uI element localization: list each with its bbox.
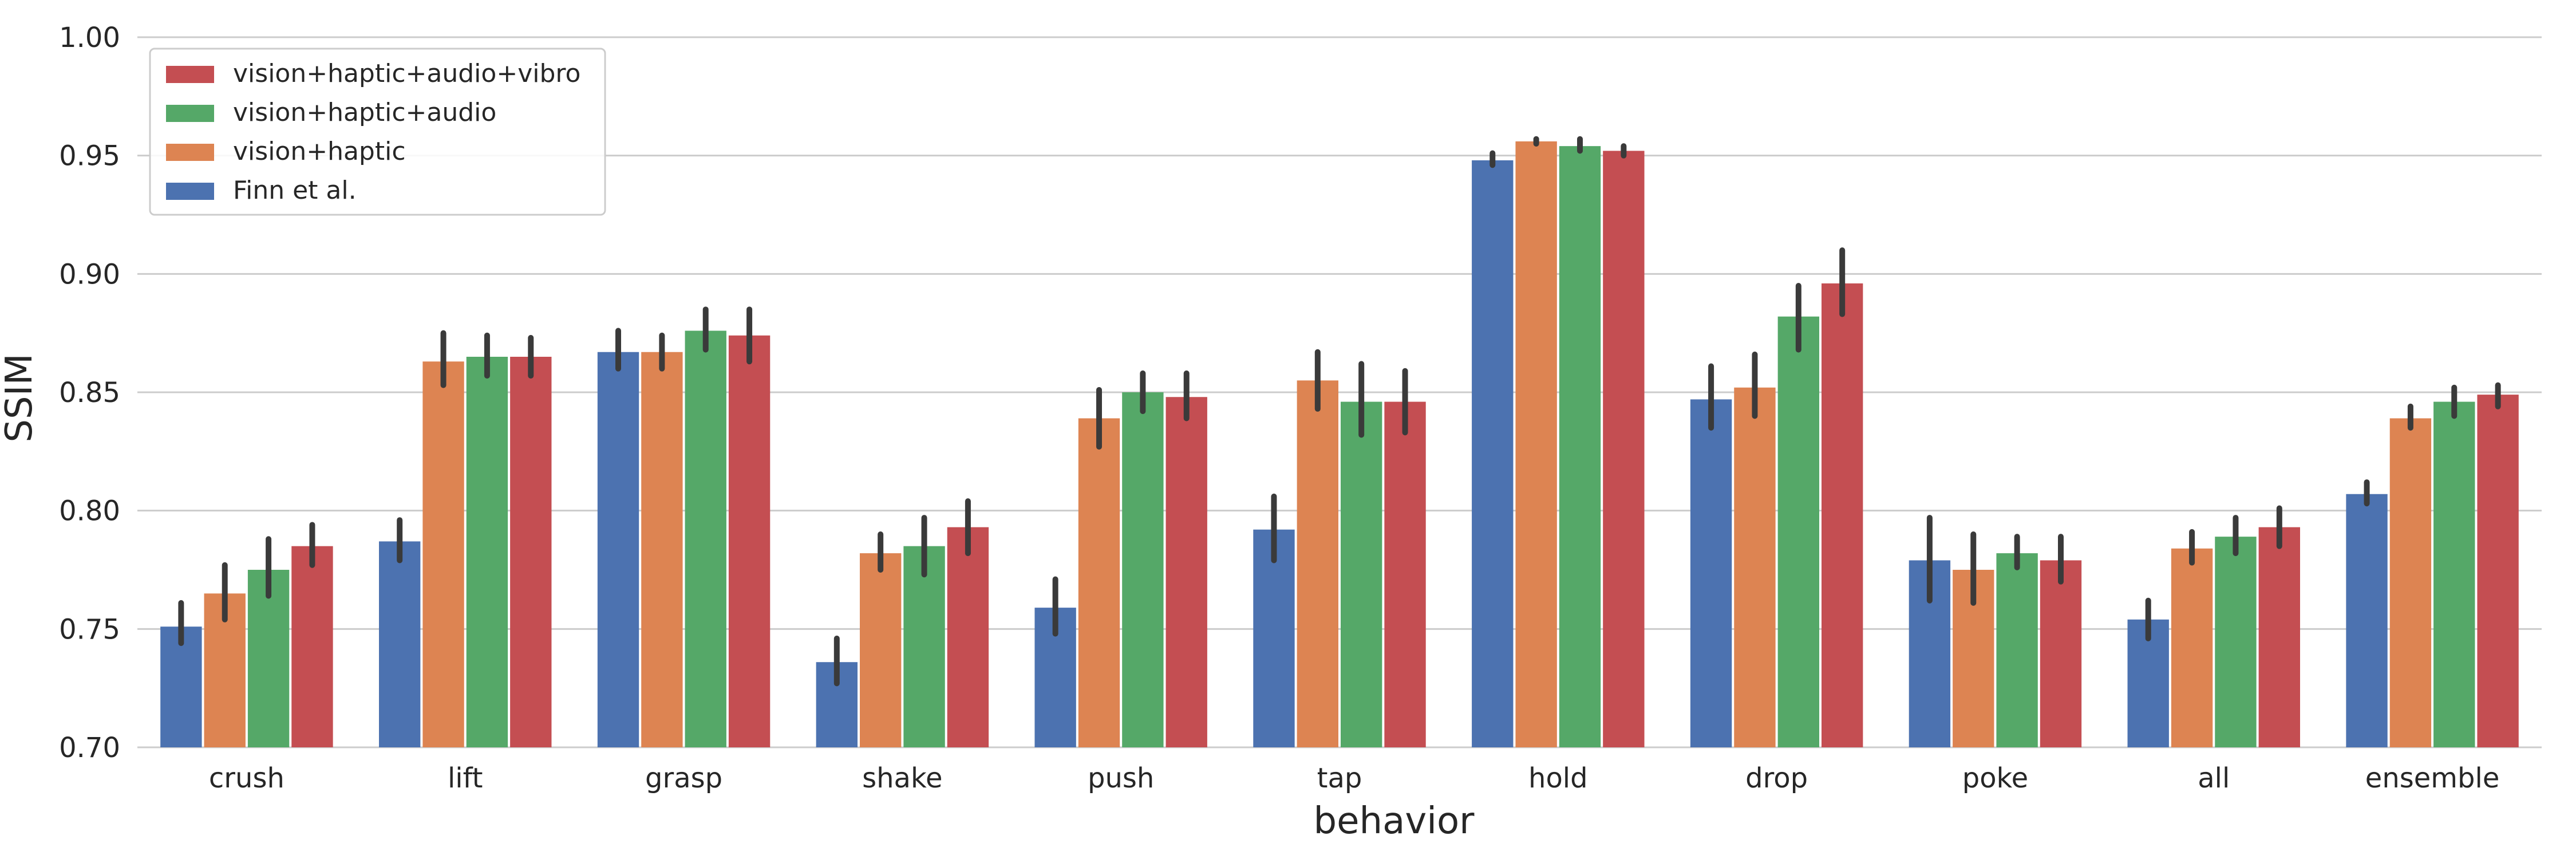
bar-all-vision-haptic	[2171, 548, 2213, 747]
bars	[160, 141, 2519, 748]
bar-ensemble-vision-haptic-audio-vibro	[2477, 395, 2519, 747]
bar-drop-vision-haptic	[1734, 387, 1776, 747]
bar-drop-finn-et-al-	[1690, 399, 1732, 747]
bar-crush-finn-et-al-	[160, 626, 202, 747]
y-tick-label: 0.70	[59, 732, 120, 764]
bar-push-vision-haptic-audio-vibro	[1165, 397, 1207, 747]
bar-hold-vision-haptic	[1515, 141, 1557, 747]
legend-label: Finn et al.	[233, 176, 357, 205]
bar-tap-finn-et-al-	[1253, 529, 1295, 747]
y-tick-label: 0.90	[59, 258, 120, 290]
y-tick-label: 0.85	[59, 377, 120, 409]
bar-hold-vision-haptic-audio	[1559, 146, 1601, 748]
bar-drop-vision-haptic-audio-vibro	[1822, 283, 1863, 747]
bar-grasp-vision-haptic	[641, 352, 683, 747]
y-tick-label: 1.00	[59, 22, 120, 54]
bar-lift-vision-haptic-audio	[466, 357, 508, 747]
bar-poke-vision-haptic-audio-vibro	[2040, 560, 2082, 747]
bar-shake-vision-haptic-audio-vibro	[947, 527, 989, 747]
bar-grasp-vision-haptic-audio	[685, 330, 726, 747]
bar-tap-vision-haptic	[1297, 380, 1338, 747]
y-tick-label: 0.75	[59, 613, 120, 645]
legend-swatch	[166, 105, 214, 122]
bar-lift-finn-et-al-	[379, 541, 421, 747]
bar-crush-vision-haptic-audio	[247, 570, 290, 747]
x-axis-title: behavior	[1314, 800, 1475, 842]
bar-all-vision-haptic-audio-vibro	[2258, 527, 2300, 747]
bar-tap-vision-haptic-audio-vibro	[1384, 401, 1426, 747]
legend-swatch	[166, 183, 214, 200]
legend: vision+haptic+audio+vibro vision+haptic+a…	[149, 48, 606, 216]
legend-frame	[149, 48, 606, 216]
y-axis-title: SSIM	[0, 353, 41, 442]
x-tick-label: shake	[862, 762, 942, 794]
bar-all-vision-haptic-audio	[2215, 537, 2257, 747]
x-tick-label: tap	[1317, 762, 1362, 794]
bar-shake-vision-haptic	[860, 553, 902, 747]
error-bars	[178, 136, 2501, 687]
x-tick-label: hold	[1528, 762, 1588, 794]
bar-grasp-finn-et-al-	[597, 352, 639, 747]
legend-label: vision+haptic+audio	[233, 98, 496, 127]
y-tick-label: 0.80	[59, 495, 120, 527]
bar-tap-vision-haptic-audio	[1341, 401, 1382, 747]
bar-lift-vision-haptic-audio-vibro	[510, 357, 552, 747]
bar-push-vision-haptic	[1078, 418, 1120, 747]
legend-label: vision+haptic	[233, 137, 406, 166]
legend-swatch	[166, 66, 214, 83]
bar-crush-vision-haptic-audio-vibro	[291, 546, 333, 747]
x-tick-label: all	[2198, 762, 2230, 794]
x-tick-label: crush	[209, 762, 285, 794]
bar-shake-vision-haptic-audio	[903, 546, 945, 747]
bar-lift-vision-haptic	[422, 361, 464, 747]
legend-swatch	[166, 144, 214, 161]
x-tick-label: push	[1088, 762, 1154, 794]
bar-hold-vision-haptic-audio-vibro	[1603, 151, 1645, 747]
bar-grasp-vision-haptic-audio-vibro	[728, 335, 771, 747]
x-tick-label: grasp	[645, 762, 722, 794]
x-tick-labels: crush lift grasp shake push tap hold drop poke al…	[209, 762, 2499, 794]
bar-ensemble-vision-haptic-audio	[2433, 401, 2475, 747]
bar-ensemble-finn-et-al-	[2346, 494, 2388, 747]
bar-drop-vision-haptic-audio	[1777, 316, 1819, 747]
y-tick-labels: 0.70 0.75 0.80 0.85 0.90 0.95 1.00	[59, 22, 120, 764]
legend-label: vision+haptic+audio+vibro	[233, 59, 580, 88]
bar-push-vision-haptic-audio	[1122, 392, 1164, 747]
x-tick-label: lift	[448, 762, 483, 794]
x-tick-label: poke	[1962, 762, 2028, 794]
x-tick-label: drop	[1745, 762, 1808, 794]
bar-hold-finn-et-al-	[1472, 160, 1514, 747]
x-tick-label: ensemble	[2365, 762, 2500, 794]
bar-poke-vision-haptic-audio	[1996, 553, 2038, 747]
y-tick-label: 0.95	[59, 140, 120, 172]
bar-ensemble-vision-haptic	[2389, 418, 2432, 747]
